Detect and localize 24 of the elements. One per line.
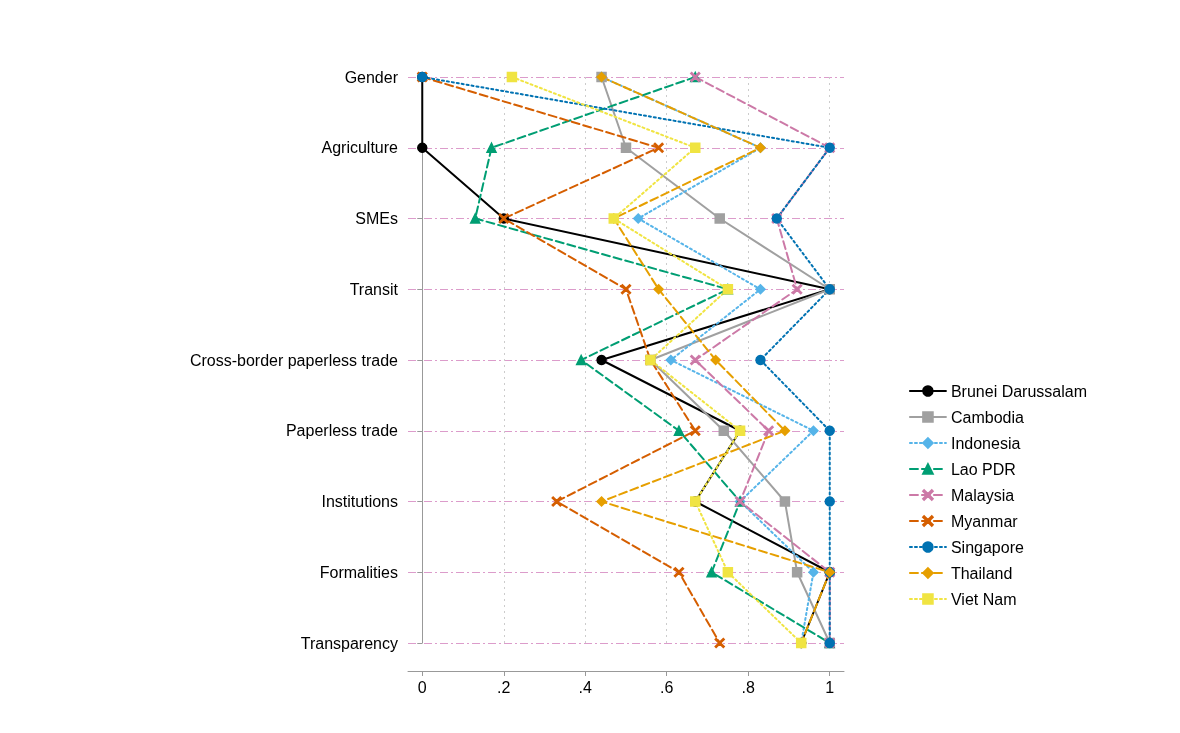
y-tick-label: Cross-border paperless trade [189, 351, 399, 369]
x-tick-label: .4 [578, 678, 593, 696]
y-tick-label: Transparency [300, 634, 398, 652]
legend-label: Indonesia [950, 434, 1021, 452]
legend-label: Malaysia [950, 486, 1015, 504]
x-tick-label: .2 [497, 678, 511, 696]
y-tick-label: Agriculture [321, 139, 399, 157]
legend-label: Lao PDR [950, 460, 1016, 478]
legend-label: Thailand [950, 564, 1013, 582]
y-tick-label: Gender [344, 68, 399, 86]
legend-label: Viet Nam [950, 590, 1017, 608]
legend-label: Singapore [950, 538, 1024, 556]
legend-label: Brunei Darussalam [950, 382, 1088, 400]
y-tick-label: Transit [349, 280, 399, 298]
y-tick-label: Paperless trade [285, 422, 399, 440]
x-tick-label: 1 [825, 678, 835, 696]
x-tick-label: .6 [660, 678, 674, 696]
legend-label: Cambodia [950, 408, 1024, 426]
legend-label: Myanmar [950, 512, 1019, 530]
x-tick-label: .8 [741, 678, 756, 696]
y-tick-label: SMEs [355, 210, 398, 227]
y-tick-label: Institutions [321, 493, 398, 510]
x-tick-label: 0 [417, 678, 427, 696]
y-tick-label: Formalities [319, 563, 398, 581]
